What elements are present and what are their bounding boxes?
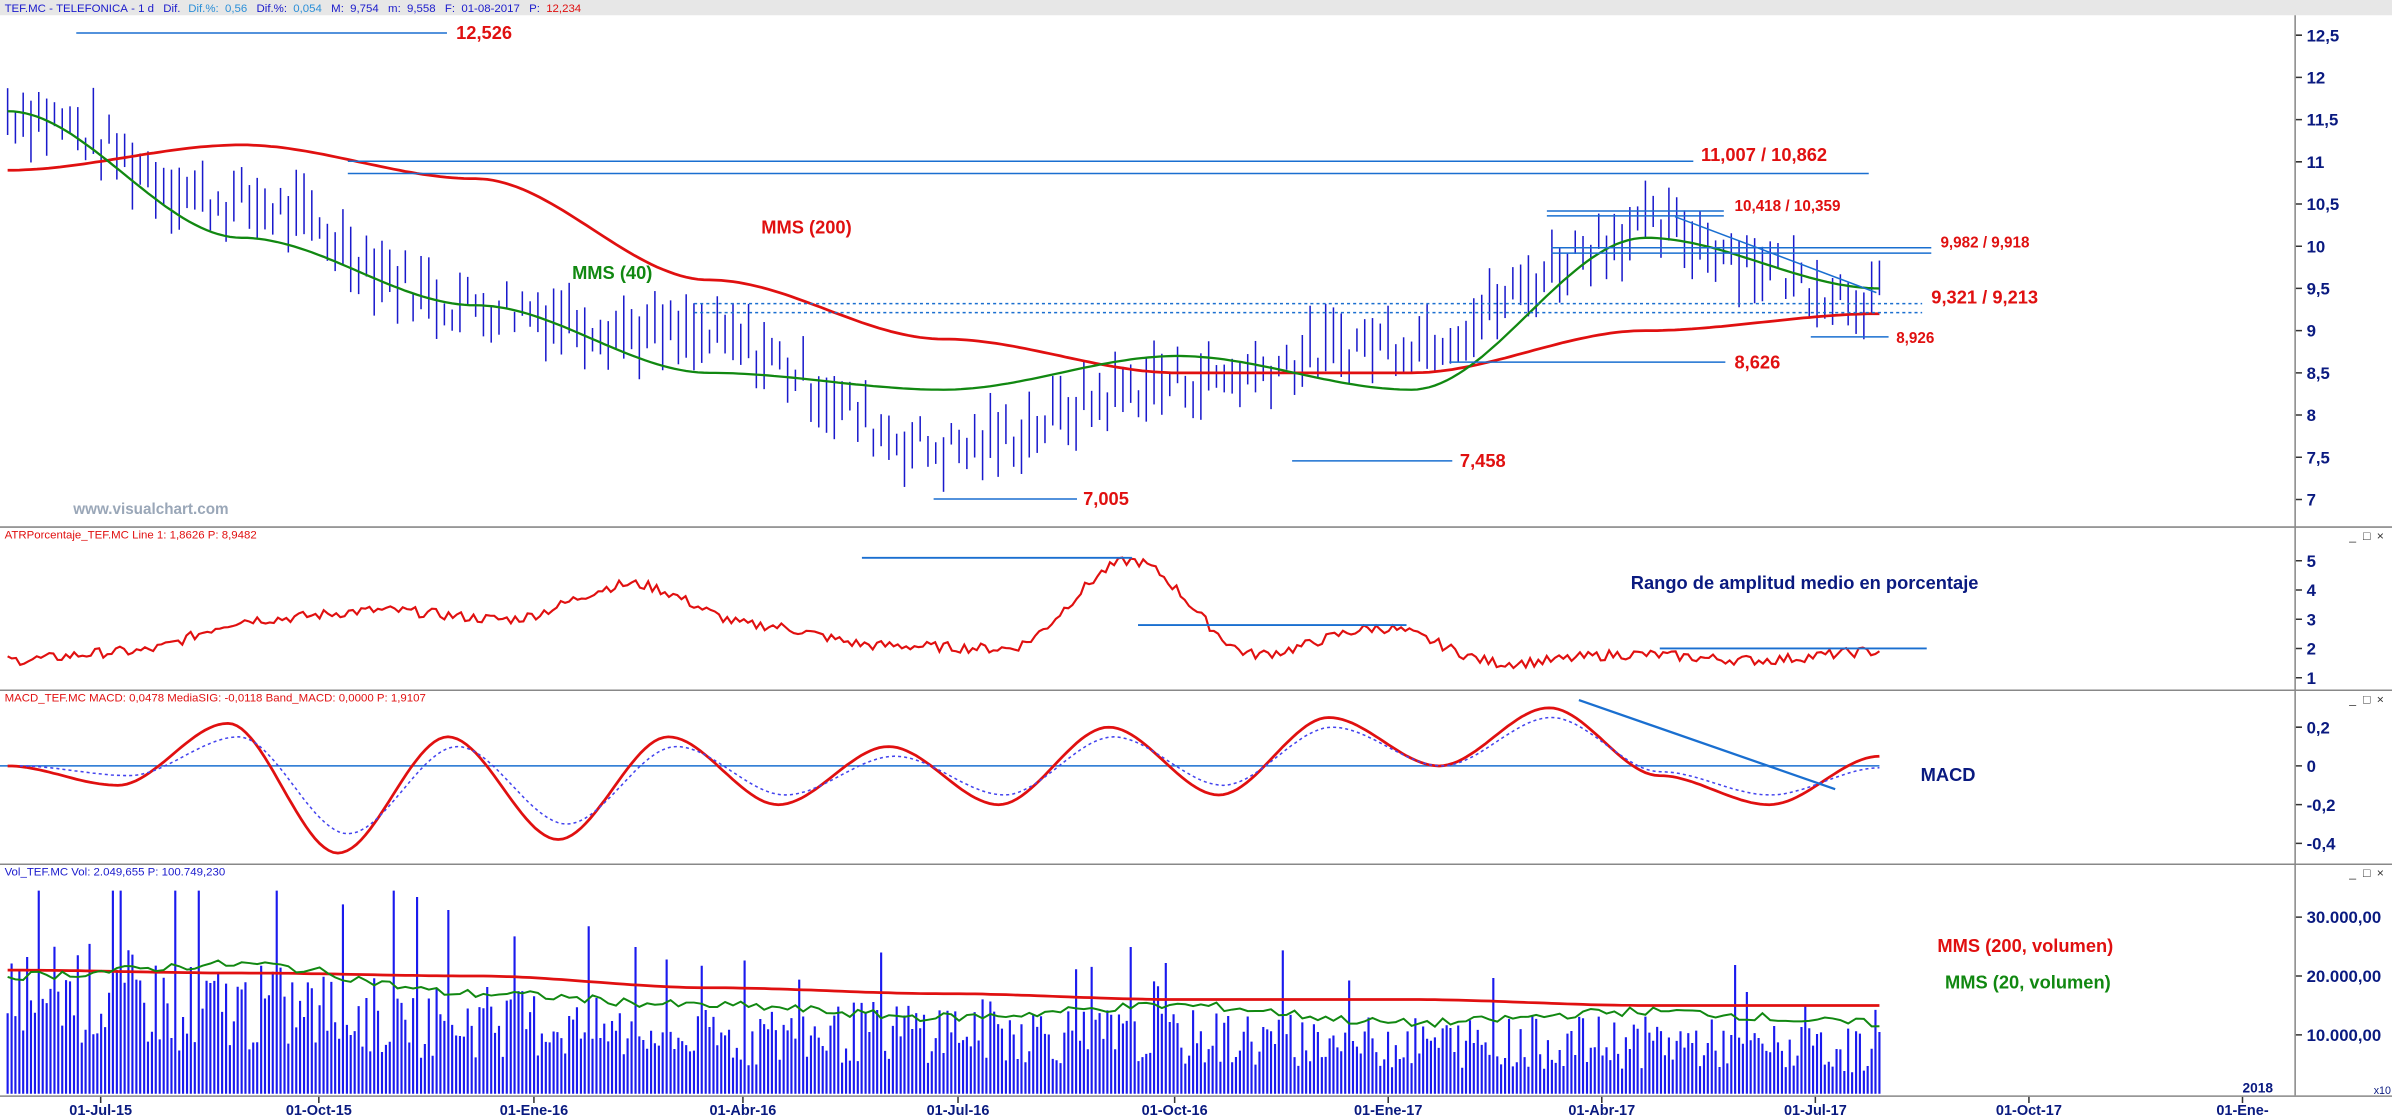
- level-label: 8,626: [1735, 351, 1781, 372]
- price-tick-label: 8: [2307, 406, 2316, 425]
- macd-tick-label: 0: [2307, 757, 2316, 776]
- atr-maximize-button[interactable]: □: [2363, 529, 2371, 543]
- macd-tick-label: -0,2: [2307, 796, 2336, 815]
- legend-mms200-volumen: MMS (200, volumen): [1937, 935, 2113, 956]
- level-label: 9,321 / 9,213: [1931, 287, 2038, 308]
- volume-mms200-line: [7, 968, 1880, 1007]
- atr-minimize-button[interactable]: _: [2348, 529, 2356, 543]
- x-tick-label: 01-Jul-17: [1784, 1103, 1847, 1117]
- macd-line: [7, 706, 1880, 855]
- legend-mms20-volumen: MMS (20, volumen): [1945, 972, 2111, 993]
- macd-close-button[interactable]: ×: [2377, 692, 2384, 706]
- volume-tick-label: 10.000,00: [2307, 1026, 2382, 1045]
- axis-corner: x10: [2374, 1085, 2391, 1097]
- price-tick-label: 11: [2307, 153, 2325, 172]
- x-tick-label: 01-Ene-: [2216, 1103, 2268, 1117]
- price-tick-label: 7: [2307, 491, 2316, 510]
- macd-minimize-button[interactable]: _: [2348, 692, 2356, 706]
- level-label: 7,458: [1460, 450, 1506, 471]
- x-tick-label: 01-Ene-16: [500, 1103, 568, 1117]
- macd-signal-line: [19, 716, 1880, 835]
- atr-panel[interactable]: [7, 556, 1927, 670]
- volume-minimize-button[interactable]: _: [2348, 866, 2356, 880]
- level-label: 7,005: [1083, 488, 1129, 509]
- volume-tick-label: 20.000,00: [2307, 967, 2382, 986]
- price-tick-label: 11,5: [2307, 111, 2339, 130]
- volume-panel[interactable]: [6, 890, 1881, 1094]
- volume-tick-label: 30.000,00: [2307, 908, 2382, 927]
- volume-bars: [6, 890, 1881, 1094]
- atr-header: ATRPorcentaje_TEF.MC Line 1: 1,8626 P: 8…: [5, 530, 257, 542]
- macd-trendline: [1578, 699, 1836, 791]
- atr-tick-label: 2: [2307, 640, 2316, 659]
- x-tick-label: 01-Abr-17: [1568, 1103, 1635, 1117]
- price-tick-label: 7,5: [2307, 448, 2330, 467]
- price-tick-label: 12,5: [2307, 26, 2340, 45]
- macd-panel[interactable]: [0, 699, 1880, 855]
- level-label: 8,926: [1896, 330, 1934, 347]
- atr-annotation: Rango de amplitud medio en porcentaje: [1631, 572, 1979, 593]
- axes: 12,5 12 11,5 11 10,5 10 9,5 9 8,5 8 7,5 7 5 4 3 2 1 0,2 0 -…: [69, 26, 2391, 1116]
- atr-close-button[interactable]: ×: [2377, 529, 2384, 543]
- volume-mms20-line: [7, 959, 1880, 1028]
- label-mms200: MMS (200): [761, 216, 851, 237]
- x-tick-label: 01-Jul-16: [927, 1103, 990, 1117]
- year-marker: 2018: [2242, 1080, 2273, 1095]
- level-label: 9,982 / 9,918: [1940, 235, 2030, 252]
- x-tick-label: 01-Jul-15: [69, 1103, 132, 1117]
- mms40-line: [7, 110, 1880, 391]
- watermark: www.visualchart.com: [72, 501, 228, 518]
- macd-annotation: MACD: [1921, 764, 1976, 785]
- macd-header: MACD_TEF.MC MACD: 0,0478 MediaSIG: -0,01…: [5, 693, 426, 705]
- level-label: 11,007 / 10,862: [1701, 144, 1827, 165]
- price-tick-label: 8,5: [2307, 364, 2330, 383]
- x-tick-label: 01-Ene-17: [1354, 1103, 1422, 1117]
- price-tick-label: 9,5: [2307, 280, 2330, 299]
- volume-maximize-button[interactable]: □: [2363, 866, 2371, 880]
- x-tick-label: 01-Oct-17: [1996, 1103, 2062, 1117]
- volume-close-button[interactable]: ×: [2377, 866, 2384, 880]
- macd-maximize-button[interactable]: □: [2363, 692, 2371, 706]
- label-mms40: MMS (40): [572, 262, 652, 283]
- x-tick-label: 01-Abr-16: [710, 1103, 777, 1117]
- atr-tick-label: 1: [2307, 669, 2316, 688]
- level-label: 12,526: [456, 22, 512, 43]
- atr-tick-label: 5: [2307, 552, 2316, 571]
- price-trendline: [1674, 215, 1877, 294]
- x-tick-label: 01-Oct-15: [286, 1103, 352, 1117]
- mms200-line: [7, 143, 1880, 375]
- price-tick-label: 12: [2307, 68, 2326, 87]
- volume-header: Vol_TEF.MC Vol: 2.049,655 P: 100.749,230: [5, 867, 226, 879]
- macd-tick-label: 0,2: [2307, 718, 2330, 737]
- x-tick-label: 01-Oct-16: [1142, 1103, 1208, 1117]
- price-tick-label: 10,5: [2307, 195, 2340, 214]
- atr-tick-label: 3: [2307, 610, 2316, 629]
- price-header: TEF.MC - TELEFONICA - 1 d Dif. Dif.%: 0,…: [5, 3, 582, 15]
- atr-tick-label: 4: [2307, 581, 2317, 600]
- price-panel[interactable]: 12,526 11,007 / 10,862 10,418 / 10,359 9,98…: [6, 22, 2038, 509]
- macd-tick-label: -0,4: [2307, 834, 2337, 853]
- atr-line: [7, 556, 1881, 670]
- price-tick-label: 9: [2307, 322, 2316, 341]
- level-label: 10,418 / 10,359: [1735, 198, 1841, 215]
- price-tick-label: 10: [2307, 237, 2326, 256]
